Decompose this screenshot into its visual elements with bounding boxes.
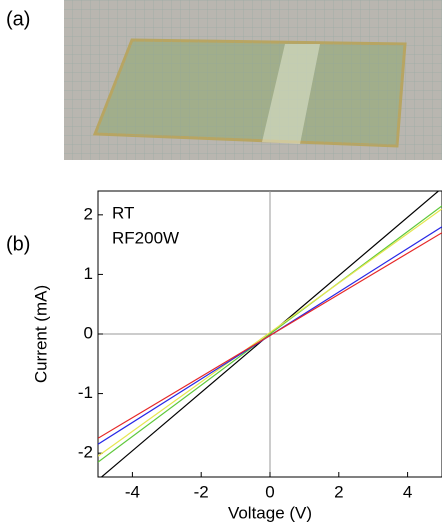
series-line: [98, 232, 442, 439]
series-line: [98, 208, 442, 457]
annotation: RF200W: [112, 228, 179, 247]
x-axis-label: Voltage (V): [228, 503, 312, 522]
y-tick-label: 0: [84, 323, 93, 342]
series-line: [98, 205, 442, 463]
y-axis-label: Current (mA): [31, 285, 50, 383]
series-group: [98, 205, 442, 463]
y-tick-label: -1: [78, 383, 93, 402]
y-tick-label: -2: [78, 443, 93, 462]
x-tick-label: 4: [403, 482, 412, 501]
panel-label: (a): [6, 8, 30, 30]
y-tick-label: 1: [84, 264, 93, 283]
series-group: [98, 208, 442, 457]
y-tick-label: 2: [84, 204, 93, 223]
x-tick-label: 0: [265, 482, 274, 501]
x-tick-label: 2: [334, 482, 343, 501]
series-group: [98, 232, 442, 439]
x-tick-label: -4: [125, 482, 140, 501]
x-tick-label: -2: [194, 482, 209, 501]
annotation: RT: [112, 203, 134, 222]
photo: [64, 0, 442, 160]
panel-label: (b): [6, 233, 30, 255]
